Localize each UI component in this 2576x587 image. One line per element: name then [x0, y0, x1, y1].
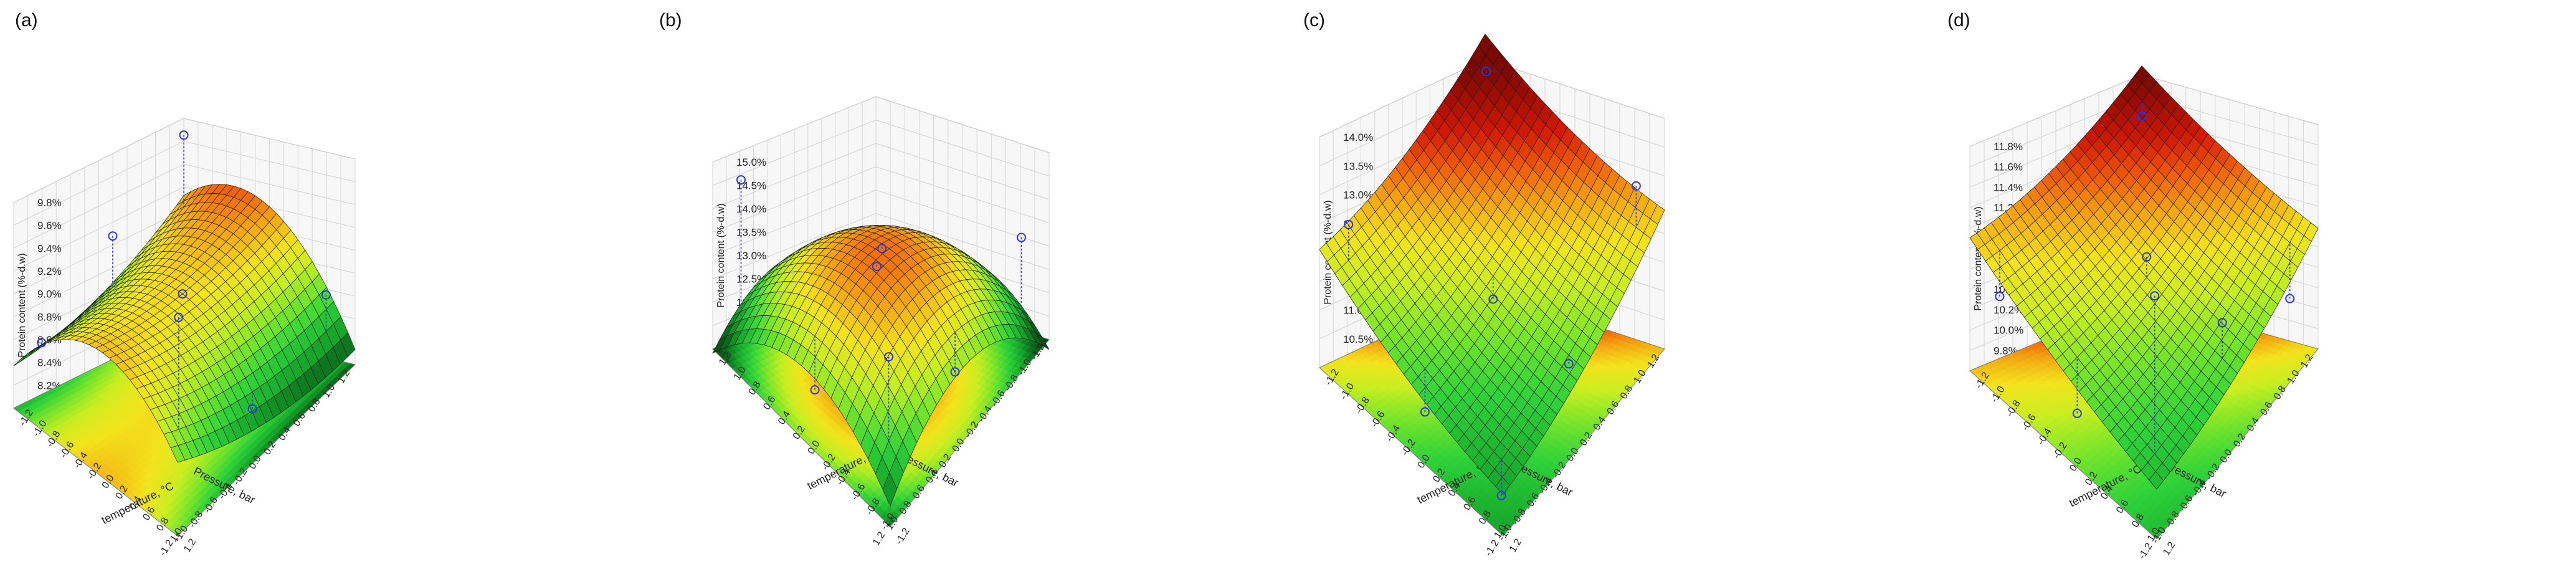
- data-point: [1017, 232, 1027, 242]
- z-axis: 8.0%8.2%8.4%8.6%8.8%9.0%9.2%9.4%9.6%9.8%…: [17, 197, 62, 414]
- data-point: [321, 290, 331, 300]
- data-points: [37, 130, 331, 429]
- panel-label-b: (b): [659, 10, 682, 31]
- z-tick-label: 13.5%: [736, 227, 766, 239]
- z-tick-label: 9.6%: [37, 220, 62, 232]
- y-tick-label: -1.2: [894, 526, 912, 546]
- z-tick-label: 9.2%: [37, 265, 62, 277]
- z-tick-label: 13.0%: [736, 250, 766, 262]
- data-point: [108, 231, 118, 241]
- data-point: [37, 338, 47, 348]
- data-point: [178, 289, 188, 299]
- surface-chart-a: 8.0%8.2%8.4%8.6%8.8%9.0%9.2%9.4%9.6%9.8%…: [13, 118, 356, 558]
- data-point: [174, 312, 184, 322]
- data-point: [877, 244, 887, 254]
- y-tick-label: 1.2: [182, 537, 198, 555]
- panel-label-a: (a): [15, 10, 38, 31]
- surface-cell: [882, 472, 897, 507]
- z-tick-label: 13.5%: [1343, 160, 1373, 172]
- z-tick-label: 9.0%: [37, 289, 62, 300]
- chart-panel-c: 10.0%10.5%11.0%11.5%12.0%12.5%13.0%13.5%…: [1288, 0, 1932, 587]
- data-point: [884, 352, 894, 362]
- chart-panel-a: 8.0%8.2%8.4%8.6%8.8%9.0%9.2%9.4%9.6%9.8%…: [0, 0, 644, 587]
- data-point: [872, 262, 882, 272]
- chart-panel-b: 11.0%11.5%12.0%12.5%13.0%13.5%14.0%14.5%…: [644, 0, 1288, 587]
- z-tick-label: 14.0%: [736, 203, 766, 215]
- z-tick-label: 9.4%: [37, 242, 62, 254]
- z-tick-label: 8.8%: [37, 311, 62, 323]
- z-tick-label: 14.0%: [1343, 131, 1373, 143]
- data-point: [810, 385, 820, 395]
- surface: [13, 184, 356, 463]
- surface-chart-c: 10.0%10.5%11.0%11.5%12.0%12.5%13.0%13.5%…: [1319, 33, 1665, 558]
- z-tick-label: 9.8%: [37, 197, 62, 209]
- data-points: [736, 175, 1027, 441]
- z-tick-label: 10.5%: [1343, 333, 1373, 345]
- surface-cell: [170, 445, 186, 463]
- z-axis-title: Protein content (%-d.w): [716, 203, 726, 307]
- data-point: [247, 404, 257, 414]
- z-axis-title: Protein content (%-d.w): [17, 253, 27, 357]
- surface: [712, 225, 1050, 507]
- data-point: [736, 175, 746, 185]
- x-tick-label: 1.2: [871, 530, 887, 548]
- z-tick-label: 13.0%: [1343, 189, 1373, 201]
- data-point: [950, 367, 960, 377]
- surface-chart-b: 11.0%11.5%12.0%12.5%13.0%13.5%14.0%14.5%…: [712, 96, 1050, 548]
- data-point: [179, 130, 189, 140]
- z-tick-label: 15.0%: [736, 156, 766, 168]
- z-tick-label: 8.4%: [37, 357, 62, 369]
